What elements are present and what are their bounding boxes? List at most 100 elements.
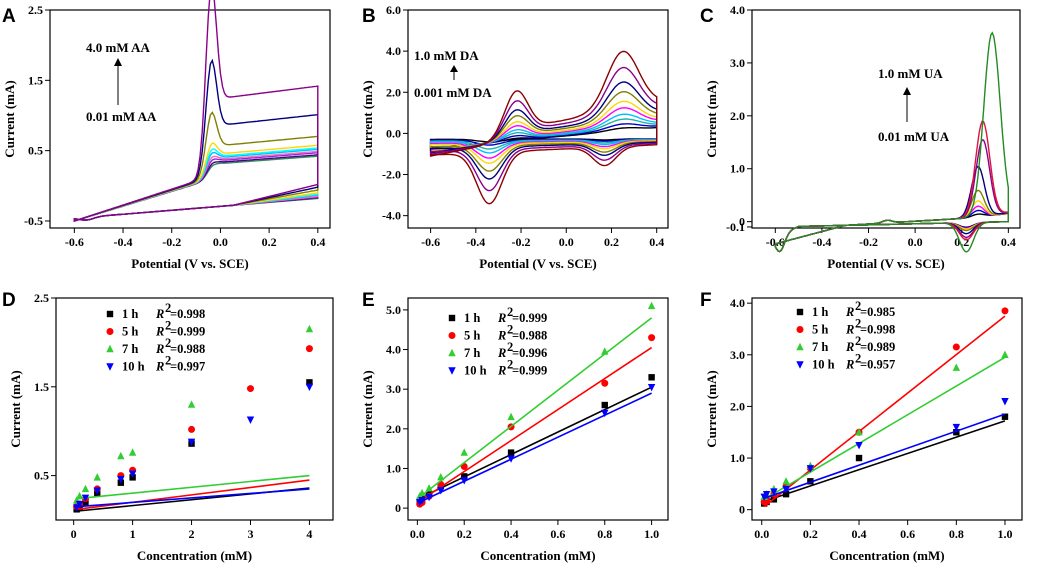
x-tick-label: 0.2 [604,235,619,249]
fit-line [419,392,652,503]
data-point [117,475,125,484]
x-tick-label: 1.0 [997,527,1012,541]
data-point [855,441,863,450]
legend-r2-symbol: R [845,340,854,354]
panel-c-axes: -0.6 -0.4 -0.2 0.0 0.2 0.4-0.101.02.03.04.0Po… [704,3,1021,271]
y-tick-label: 0 [739,503,745,517]
y-tick-label: -2.0 [382,168,401,182]
x-tick-label: 4 [306,527,312,541]
panel-d-y-axis-title: Current (mA) [8,370,23,447]
data-point [601,401,608,409]
data-point [448,314,456,322]
data-point [782,477,790,485]
panel-c: C -0.6 -0.4 -0.2 0.0 0.2 0.4-0.101.02.03.04.0… [700,3,1021,271]
y-tick-label: -0.1 [726,220,745,234]
data-point [448,332,456,339]
panel-letter-d: D [2,290,16,311]
data-point [425,484,433,492]
x-tick-label: 0 [71,527,77,541]
panel-b: B -0.6 -0.4 -0.2 0.0 0.2 0.4 -4.0 -2.0 0.0 2.0 4.0… [360,3,669,271]
data-point [305,383,314,391]
panel-f-axes: 0.0 0.2 0.4 0.6 0.8 1.0 0 1.0 2.0 3.0 4.0 Concentra… [704,296,1023,563]
legend-r2-superscript: 2 [855,352,861,366]
data-point [796,326,804,333]
panel-a: A -0.6 -0.4 -0.2 0.0 0.2 0.4 -0.5 0.5 1.5 2.5 Pote… [2,0,331,271]
x-tick-label: -0.6 [65,235,84,249]
panel-b-x-axis-title: Potential (V vs. SCE) [479,256,596,271]
data-point [82,499,89,506]
data-point [601,347,609,355]
panel-a-annotation-bottom: 0.01 mM AA [86,109,157,124]
data-point [601,409,609,418]
y-tick-label: 2.5 [28,3,43,17]
x-tick-label: -0.2 [859,235,878,249]
legend-series-name: 1 h [122,307,138,321]
legend-series-name: 5 h [812,323,828,337]
x-tick-label: 0.0 [559,235,574,249]
data-point [1001,413,1009,420]
fit-line [419,346,653,502]
panel-letter-b: B [362,6,376,27]
data-point [952,423,961,432]
panel-c-annotation-top: 1.0 mM UA [878,66,943,81]
legend-r2-value: =0.999 [170,325,205,339]
fit-line [763,356,1006,501]
data-point [460,448,468,456]
x-tick-label: -0.2 [512,235,531,249]
data-point [246,416,255,424]
data-point [106,344,114,353]
panel-e-axes: 0.0 0.2 0.4 0.6 0.8 1.0 0 1.0 2.0 3.0 4.0 5.0 Concen… [360,297,669,563]
x-tick-label: 0.4 [1001,235,1016,249]
panel-b-annotation-bottom: 0.001 mM DA [414,85,492,100]
y-tick-label: 1.0 [730,451,745,465]
panel-e-x-axis-title: Concentration (mM) [480,548,595,563]
legend-r2-symbol: R [497,364,506,378]
y-tick-label: 2.0 [730,109,745,123]
x-tick-label: 0.8 [949,527,964,541]
panel-f: F 0.0 0.2 0.4 0.6 0.8 1.0 0 1.0 2.0 3.0 4.0 Concent… [700,290,1023,563]
y-tick-label: 4.0 [386,343,401,357]
panel-letter-c: C [700,6,714,27]
panel-a-arrow-head [114,58,122,66]
y-tick-label: 2.5 [34,291,49,305]
legend-series-name: 1 h [464,311,480,325]
data-point [128,448,137,456]
legend-r2-superscript: 2 [165,336,171,350]
panel-f-frame [751,297,1023,521]
legend-r2-value: =0.988 [170,342,205,356]
data-point [305,345,313,353]
cv-curve [73,154,319,222]
data-point [796,342,804,351]
cv-curve [774,31,1009,253]
panel-c-x-axis-title: Potential (V vs. SCE) [827,256,944,271]
legend-series-name: 10 h [122,360,145,374]
panel-c-y-axis-title: Current (mA) [704,80,719,157]
data-point [796,361,804,369]
legend-series-name: 10 h [812,358,835,372]
data-point [507,449,515,456]
fit-line [419,386,652,499]
panel-b-curves [429,50,658,205]
legend-r2-superscript: 2 [165,354,171,368]
legend-r2-value: =0.996 [512,346,547,360]
legend-r2-symbol: R [845,323,854,337]
data-point [1001,307,1009,315]
legend-r2-symbol: R [155,307,164,321]
y-tick-label: 3.0 [730,56,745,70]
y-tick-label: 4.0 [730,3,745,17]
y-tick-label: 2.0 [386,422,401,436]
legend-series-name: 10 h [464,364,487,378]
data-point [855,428,863,436]
data-point [188,425,196,433]
cv-curve [73,155,319,222]
legend-r2-value: =0.985 [860,305,895,319]
data-point [460,477,468,485]
data-point [448,367,456,375]
x-tick-label: 0.2 [457,527,472,541]
panel-b-axes: -0.6 -0.4 -0.2 0.0 0.2 0.4 -4.0 -2.0 0.0 2.0 4.0 6.… [360,3,669,271]
legend-r2-symbol: R [497,329,506,343]
fit-line [763,413,1006,500]
panel-e-curves [416,301,656,508]
panel-b-y-axis-title: Current (mA) [360,80,375,157]
